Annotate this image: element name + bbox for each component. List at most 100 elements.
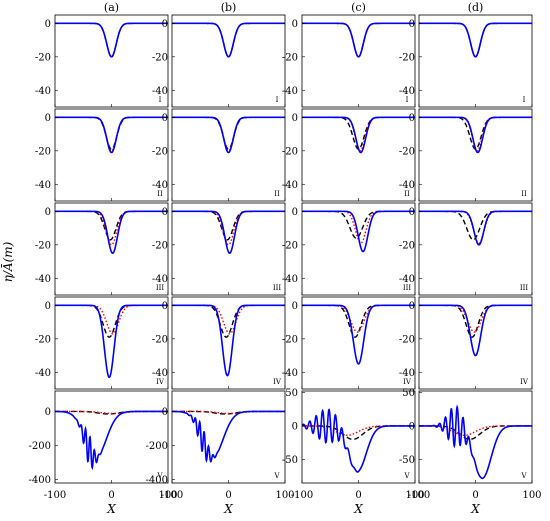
- y-tick-label: 0: [45, 301, 51, 312]
- series-red-c-IV: [302, 304, 415, 333]
- series-black-b-IV: [172, 304, 285, 338]
- series-blue-a-V: [55, 410, 168, 470]
- series-blue-b-IV: [172, 304, 285, 377]
- column-label-b: (b): [221, 1, 237, 14]
- y-tick-label: 0: [292, 301, 298, 312]
- panel-d-V: 50 0 -50 V: [399, 388, 533, 484]
- series-blue-c-III: [302, 210, 415, 253]
- row-label-III: III: [520, 284, 529, 292]
- y-tick-label: -20: [152, 240, 168, 251]
- panel-frame: [171, 202, 286, 296]
- x-axis-labels: -100 0 100 X -100 0 100 X -100 0 100 X -100 0 100 X: [44, 490, 542, 516]
- y-tick-label: 0: [162, 19, 168, 30]
- y-tick-label: -40: [35, 274, 51, 285]
- panel-grid: 0-20-40I0-20-40II0-20-40III0-20-40IV0-20…: [29, 14, 533, 486]
- x-tick-label: 100: [158, 490, 177, 501]
- y-tick-label: 0: [45, 19, 51, 30]
- y-tick-label: -200: [29, 441, 51, 452]
- x-tick-label: -100: [161, 490, 183, 501]
- column-label-a: (a): [104, 1, 119, 14]
- y-tick-label: 0: [45, 207, 51, 218]
- y-tick-label: -20: [282, 52, 298, 63]
- row-label-IV: IV: [273, 378, 282, 386]
- y-tick-label: -40: [152, 368, 168, 379]
- series-blue-a-I: [55, 22, 168, 58]
- series-black-d-II: [419, 116, 532, 150]
- x-tick-label: 100: [405, 490, 424, 501]
- panel-b-I: 0-20-40I: [152, 14, 286, 108]
- series-black-b-II: [172, 116, 285, 150]
- y-tick-label: -20: [399, 240, 415, 251]
- x-axis-label-d: X: [470, 502, 480, 516]
- y-tick-label: -20: [282, 334, 298, 345]
- y-tick-label: -20: [35, 146, 51, 157]
- row-label-III: III: [403, 284, 412, 292]
- y-tick-label: -20: [282, 146, 298, 157]
- y-tick-label: -50: [399, 455, 415, 466]
- panel-b-V: 0-200-400 V: [146, 390, 286, 486]
- row-label-I: I: [406, 96, 409, 104]
- row-label-I: I: [159, 96, 162, 104]
- y-tick-label: -20: [35, 240, 51, 251]
- series-blue-b-V: [172, 410, 285, 463]
- x-tick-label: 100: [275, 490, 294, 501]
- y-tick-label: 0: [409, 207, 415, 218]
- row-label-II: II: [521, 190, 527, 198]
- series-blue-a-IV: [55, 304, 168, 379]
- x-axis-label-c: X: [353, 502, 363, 516]
- y-tick-label: -20: [399, 146, 415, 157]
- column-labels: (a) (b) (c) (d): [104, 1, 483, 14]
- row-label-I: I: [276, 96, 279, 104]
- x-tick-label: 100: [522, 490, 541, 501]
- row-label-II: II: [404, 190, 410, 198]
- y-tick-label: -20: [152, 52, 168, 63]
- series-blue-d-IV: [419, 304, 532, 357]
- y-tick-label: 0: [162, 113, 168, 124]
- series-blue-d-I: [419, 22, 532, 58]
- panel-d-I: 0-20-40I: [399, 14, 533, 108]
- y-tick-label: -400: [146, 475, 168, 486]
- column-label-d: (d): [468, 1, 484, 14]
- x-tick-label: -100: [291, 490, 313, 501]
- y-tick-label: -20: [35, 334, 51, 345]
- x-tick-label: 0: [472, 490, 478, 501]
- row-label-IV: IV: [156, 378, 165, 386]
- y-tick-label: -20: [152, 334, 168, 345]
- y-axis-label: η/Ā(m): [0, 241, 15, 282]
- panel-frame: [171, 390, 286, 484]
- series-red-d-IV: [419, 304, 532, 333]
- y-tick-label: -40: [152, 180, 168, 191]
- y-tick-label: -40: [152, 86, 168, 97]
- y-tick-label: -40: [399, 274, 415, 285]
- series-black-b-I: [172, 22, 285, 58]
- series-blue-d-V: [419, 404, 532, 480]
- y-tick-label: 0: [409, 421, 415, 432]
- panel-c-V: 50 0 -50 V: [282, 388, 416, 484]
- y-tick-label: 50: [402, 388, 415, 399]
- series-blue-b-III: [172, 210, 285, 255]
- series-red-b-I: [172, 22, 285, 58]
- y-tick-label: -40: [399, 368, 415, 379]
- row-label-IV: IV: [403, 378, 412, 386]
- y-tick-label: -40: [152, 274, 168, 285]
- series-red-a-IV: [55, 304, 168, 335]
- y-tick-label: 0: [162, 301, 168, 312]
- y-tick-label: 0: [292, 113, 298, 124]
- y-tick-label: 0: [162, 207, 168, 218]
- y-tick-label: 0: [162, 407, 168, 418]
- y-tick-label: -20: [152, 146, 168, 157]
- series-red-b-IV: [172, 304, 285, 335]
- panel-c-I: 0-20-40I: [282, 14, 416, 108]
- row-label-III: III: [156, 284, 165, 292]
- row-label-III: III: [273, 284, 282, 292]
